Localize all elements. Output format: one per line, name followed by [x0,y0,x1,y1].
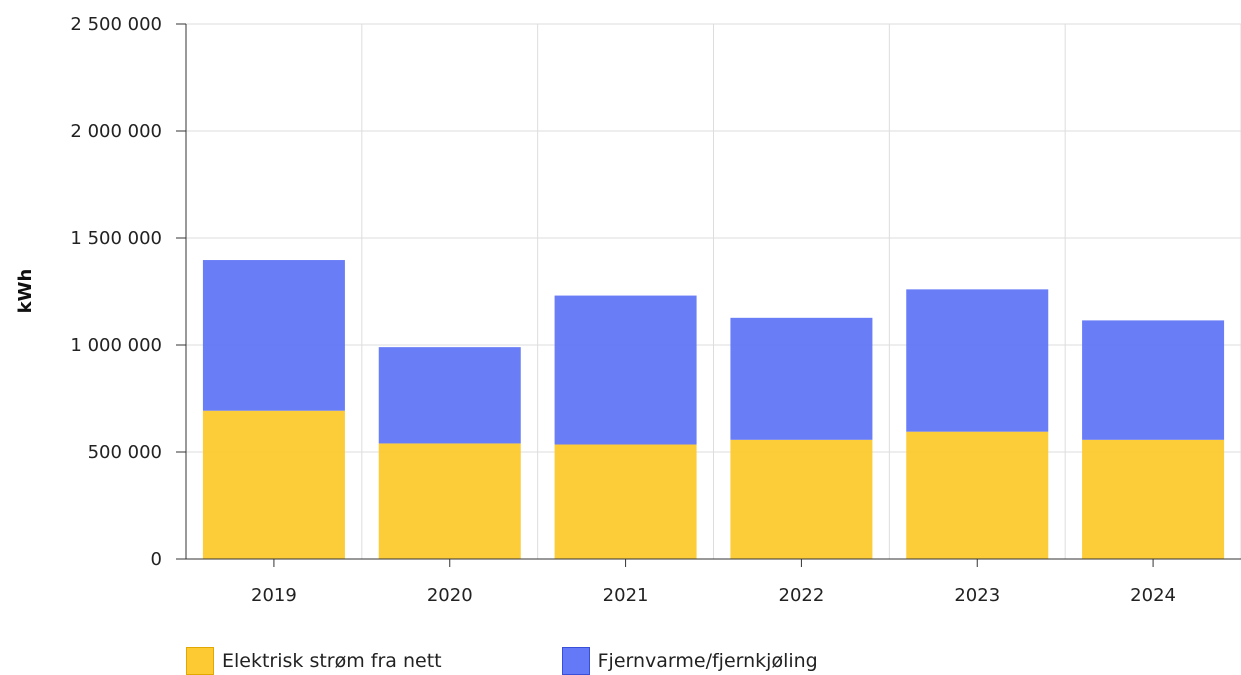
legend-item-electric[interactable]: Elektrisk strøm fra nett [186,647,442,675]
y-tick-label: 2 500 000 [70,14,162,35]
legend-label-electric: Elektrisk strøm fra nett [222,650,442,672]
axes [176,23,1241,567]
x-tick-label: 2020 [427,585,473,606]
bar-2020-series-0[interactable] [378,443,521,559]
y-tick-label: 500 000 [88,442,162,463]
legend-label-district-heating: Fjernvarme/fjernkjøling [597,650,818,672]
y-tick-labels: 0 500 000 1 000 000 1 500 000 2 000 000 2 500… [70,14,162,570]
legend-swatch-district-heating [561,647,590,675]
bar-2021-series-0[interactable] [554,444,697,559]
bar-2024-series-0[interactable] [1082,439,1225,559]
gridlines [186,23,1241,559]
y-tick-label: 1 000 000 [70,335,162,356]
legend: Elektrisk strøm fra nett Fjernvarme/fjer… [186,647,938,675]
bar-2019-series-1[interactable] [202,260,345,411]
legend-swatch-electric [186,647,214,675]
y-tick-label: 0 [151,549,162,570]
x-tick-label: 2022 [779,585,825,606]
x-tick-label: 2024 [1130,585,1176,606]
bar-2023-series-0[interactable] [906,431,1049,559]
y-tick-label: 2 000 000 [70,121,162,142]
x-tick-label: 2023 [954,585,1000,606]
bar-2024-series-1[interactable] [1082,320,1225,440]
x-tick-label: 2021 [603,585,649,606]
x-tick-label: 2019 [251,585,297,606]
y-axis-title: kWh [15,269,36,314]
bar-2022-series-1[interactable] [730,317,873,440]
bar-2023-series-1[interactable] [906,289,1049,432]
bar-2022-series-0[interactable] [730,439,873,559]
y-tick-label: 1 500 000 [70,228,162,249]
bars [202,260,1225,559]
bar-2021-series-1[interactable] [554,295,697,445]
bar-2020-series-1[interactable] [378,347,521,444]
bar-2019-series-0[interactable] [202,410,345,559]
x-tick-labels: 2019 2020 2021 2022 2023 2024 [251,585,1176,606]
legend-item-district-heating[interactable]: Fjernvarme/fjernkjøling [561,647,818,675]
